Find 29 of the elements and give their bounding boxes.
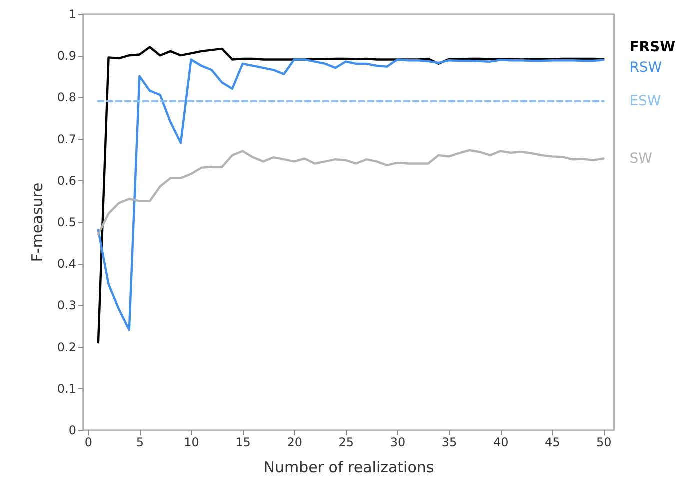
y-tick-label: 0.7 bbox=[57, 132, 76, 146]
x-tick-label: 40 bbox=[493, 436, 509, 450]
line-series bbox=[97, 149, 605, 236]
y-tick-label: 0.1 bbox=[57, 382, 76, 396]
x-tick-label: 10 bbox=[184, 436, 200, 450]
y-tick-label: 0.3 bbox=[57, 298, 76, 313]
series-label: ESW bbox=[630, 93, 662, 110]
y-tick-label: 0.4 bbox=[57, 257, 76, 272]
x-tick-label: 50 bbox=[596, 436, 612, 450]
x-tick-label: 25 bbox=[338, 436, 354, 450]
y-tick-label: 1 bbox=[68, 8, 76, 22]
series-label: SW bbox=[630, 150, 653, 167]
x-tick-label: 30 bbox=[390, 436, 406, 450]
x-tick-label: 45 bbox=[544, 436, 560, 450]
y-tick-label: 0.9 bbox=[57, 49, 76, 64]
x-tick-label: 20 bbox=[287, 436, 303, 450]
series-label: FRSW bbox=[630, 39, 676, 56]
x-tick-label: 35 bbox=[442, 436, 458, 450]
y-tick-label: 0.8 bbox=[57, 90, 76, 105]
y-tick-label: 0 bbox=[68, 424, 76, 438]
x-tick-label: 15 bbox=[236, 436, 251, 450]
x-tick-label: 0 bbox=[84, 436, 92, 450]
y-tick-label: 0.5 bbox=[57, 216, 76, 230]
y-axis-title: F-measure bbox=[28, 182, 46, 262]
x-axis-title: Number of realizations bbox=[264, 458, 434, 476]
x-tick-label: 5 bbox=[136, 436, 144, 450]
y-tick-label: 0.2 bbox=[57, 340, 76, 354]
y-tick-label: 0.6 bbox=[57, 174, 76, 188]
series-label: RSW bbox=[630, 60, 662, 76]
